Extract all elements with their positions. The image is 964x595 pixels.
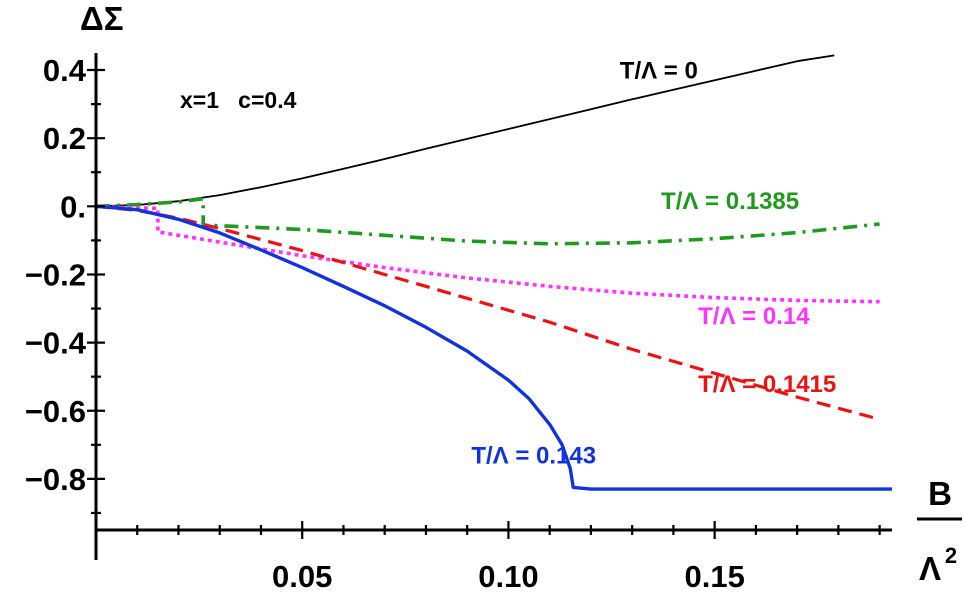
series-layer <box>95 54 892 491</box>
x-axis-title-exponent: 2 <box>945 543 957 568</box>
x-tick-label: 0.15 <box>684 559 744 594</box>
y-axis-title: ΔΣ <box>80 0 124 37</box>
y-tick-label: 0. <box>60 189 86 224</box>
series-line-1 <box>95 197 880 246</box>
series-label-0: T/Λ = 0 <box>620 58 698 85</box>
y-tick-label: 0.2 <box>43 121 86 156</box>
parameter-annotation: x=1 c=0.4 <box>180 87 297 113</box>
series-label-2: T/Λ = 0.14 <box>698 303 810 330</box>
series-line-0 <box>95 54 835 208</box>
series-line-2 <box>95 204 880 304</box>
x-tick-label: 0.05 <box>272 559 332 594</box>
series-label-1: T/Λ = 0.1385 <box>661 188 799 215</box>
x-axis-title-numerator: B <box>928 475 952 512</box>
x-tick-label: 0.10 <box>478 559 538 594</box>
x-axis-title-denominator: Λ <box>919 550 941 587</box>
series-labels: T/Λ = 0 T/Λ = 0.1385 T/Λ = 0.14 T/Λ = 0.141… <box>471 58 836 470</box>
series-label-4: T/Λ = 0.143 <box>471 443 596 470</box>
series-label-3: T/Λ = 0.1415 <box>698 371 836 398</box>
series-line-4 <box>95 204 892 491</box>
ticks-layer: 0.05 0.10 0.15 0.4 0.2 0. −0.2 −0.4 −0.6 −0.8 <box>25 53 881 594</box>
y-tick-label: −0.2 <box>25 257 86 292</box>
y-tick-label: −0.4 <box>25 326 87 361</box>
y-tick-label: −0.8 <box>25 462 86 497</box>
y-tick-label: 0.4 <box>43 53 87 88</box>
x-axis-title: B Λ 2 <box>917 475 962 587</box>
y-tick-label: −0.6 <box>25 394 86 429</box>
